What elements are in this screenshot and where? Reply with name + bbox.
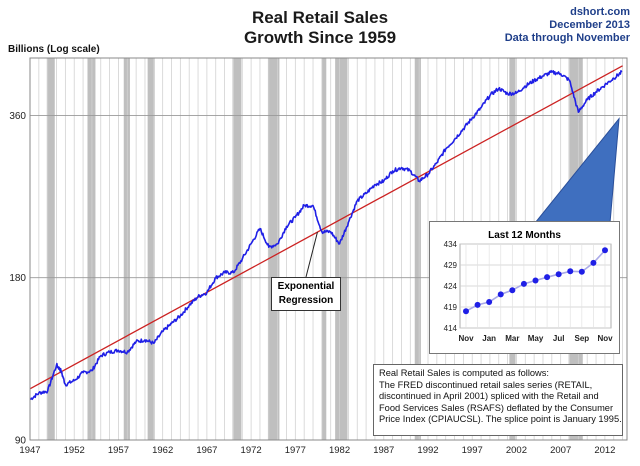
source-site: dshort.com xyxy=(570,6,630,18)
inset-data-point xyxy=(520,280,527,287)
inset-x-tick-label: Jul xyxy=(553,334,565,343)
x-tick-label: 1957 xyxy=(108,445,129,456)
methodology-note: Real Retail Sales is computed as follows… xyxy=(373,364,623,436)
inset-data-point xyxy=(474,301,481,308)
inset-chart-box: Last 12 Months 414 419 424 429 434 Nov Jan Mar M… xyxy=(429,221,620,354)
note-line: Food Services Sales (RSAFS) deflated by … xyxy=(379,402,614,413)
chart-title-line2: Growth Since 1959 xyxy=(243,28,397,47)
x-tick-label: 1987 xyxy=(373,445,394,456)
x-tick-label: 1962 xyxy=(152,445,173,456)
recession-band xyxy=(123,58,130,440)
inset-x-tick-label: Nov xyxy=(458,334,474,343)
note-line: Real Retail Sales is computed as follows… xyxy=(379,368,550,378)
x-tick-label: 2007 xyxy=(550,445,571,456)
inset-data-point xyxy=(486,298,493,305)
regression-pointer xyxy=(305,231,318,278)
inset-data-point xyxy=(578,268,585,275)
inset-x-tick-label: Nov xyxy=(597,334,613,343)
series-line-group xyxy=(29,69,623,401)
chart-title-line1: Real Retail Sales xyxy=(251,8,389,27)
inset-data-point xyxy=(555,271,562,278)
source-date: December 2013 xyxy=(549,19,630,31)
note-line: Price Index (CPIAUCSL). The splice point… xyxy=(379,414,622,425)
inset-x-tick-label: Sep xyxy=(574,334,589,343)
inset-data-point xyxy=(463,308,469,315)
recession-band xyxy=(414,58,421,440)
x-tick-label: 1982 xyxy=(329,445,350,456)
inset-x-tick-label: Jan xyxy=(482,334,496,343)
y-tick-label: 90 xyxy=(15,436,27,447)
inset-data-point xyxy=(509,287,516,294)
inset-data-point xyxy=(532,277,539,284)
recession-band xyxy=(267,58,280,440)
recession-band xyxy=(46,58,55,440)
recession-band xyxy=(87,58,96,440)
inset-data-point xyxy=(544,274,551,281)
inset-data-point xyxy=(602,247,608,254)
x-tick-label: 1992 xyxy=(417,445,438,456)
inset-data-point xyxy=(590,259,597,266)
regression-label-line1: Exponential xyxy=(277,281,335,292)
note-line: The FRED discontinued retail sales serie… xyxy=(379,379,593,390)
source-coverage: Data through November xyxy=(504,32,630,44)
note-line: discontinued in April 2001) spliced with… xyxy=(379,391,599,402)
recession-band xyxy=(232,58,242,440)
y-axis-label: Billions (Log scale) xyxy=(8,44,100,55)
inset-title: Last 12 Months xyxy=(488,230,561,241)
inset-y-tick-label: 424 xyxy=(444,282,458,291)
inset-y-tick-label: 414 xyxy=(444,324,458,333)
inset-y-tick-label: 429 xyxy=(444,261,458,270)
recession-band xyxy=(335,58,348,440)
y-tick-label: 360 xyxy=(9,111,26,122)
regression-label-line2: Regression xyxy=(278,295,334,306)
x-tick-label: 2012 xyxy=(594,445,615,456)
inset-chart-svg: 414 419 424 429 434 Nov Jan Mar May Jul Sep Nov xyxy=(444,240,613,343)
inset-x-tick-label: May xyxy=(528,334,544,343)
inset-x-tick-label: Mar xyxy=(505,334,519,343)
x-tick-label: 1972 xyxy=(241,445,262,456)
plot-border xyxy=(29,57,628,441)
inset-data-point xyxy=(567,268,574,275)
x-tick-label: 1947 xyxy=(19,445,40,456)
x-tick-label: 2002 xyxy=(506,445,527,456)
regression-label-box: Exponential Regression xyxy=(271,277,341,311)
regression-line-group xyxy=(29,65,623,390)
inset-y-tick-label: 434 xyxy=(444,240,458,249)
y-tick-label: 180 xyxy=(9,273,26,284)
recession-band xyxy=(321,58,327,440)
x-tick-label: 1967 xyxy=(196,445,217,456)
inset-y-tick-label: 419 xyxy=(444,303,458,312)
regression-line xyxy=(29,65,623,390)
series-line xyxy=(29,69,623,401)
x-tick-label: 1952 xyxy=(64,445,85,456)
axis-labels: 90 180 360 1947 1952 1957 1962 1967 1972 1977 1982… xyxy=(9,111,615,456)
inset-data-point xyxy=(497,291,504,298)
x-tick-label: 1997 xyxy=(462,445,483,456)
recession-band xyxy=(147,58,155,440)
x-tick-label: 1977 xyxy=(285,445,306,456)
